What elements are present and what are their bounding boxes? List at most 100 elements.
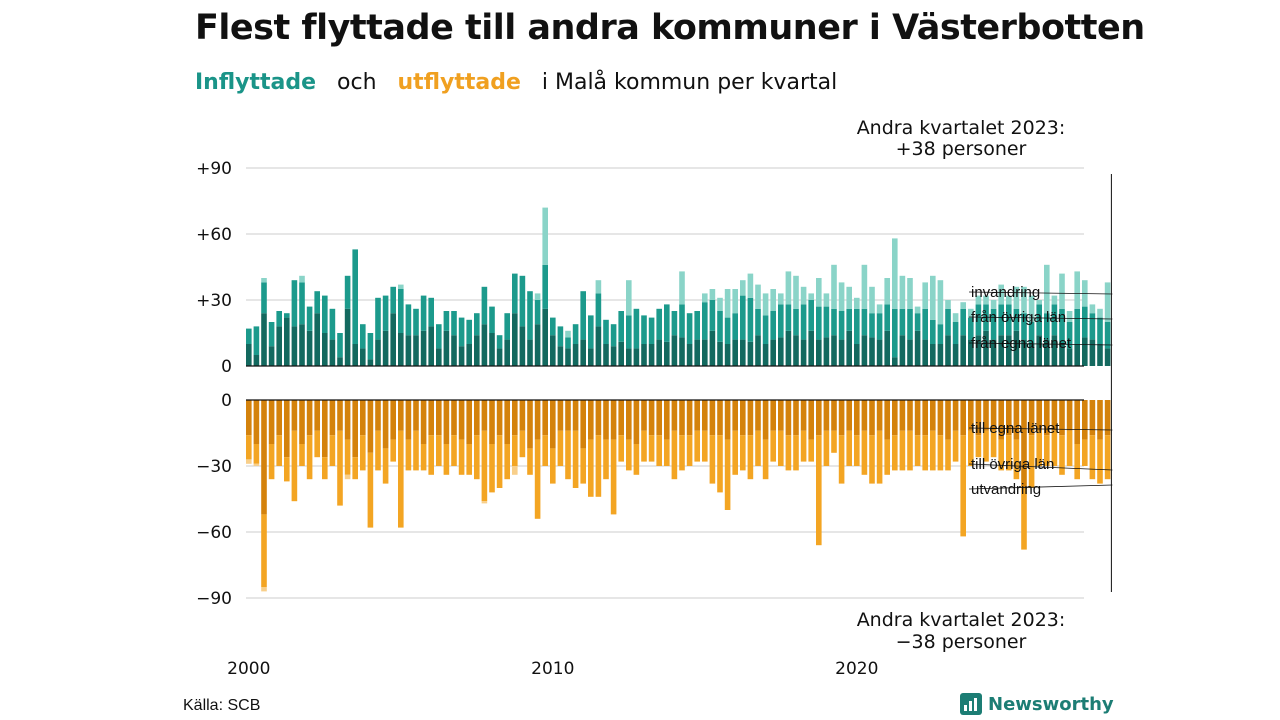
bar-in-segment (846, 286, 852, 309)
bar-in-segment (466, 319, 472, 344)
bar-out-segment (534, 439, 541, 519)
bar-in-segment (937, 324, 944, 344)
grid-layer (246, 167, 1084, 599)
bar-out-segment (322, 400, 328, 458)
bar-in-segment (1066, 311, 1073, 322)
bar-out-segment (717, 400, 723, 436)
bar-in-segment (823, 293, 830, 307)
bar-in-segment (398, 289, 404, 333)
bar-in-segment (762, 344, 769, 366)
axes-layer: +90 +60 +30 0 0 −30 −60 −90 2000 2010 2020 (196, 159, 1112, 679)
bar-out-segment (892, 435, 898, 471)
y-tick-bottom: −30 (196, 457, 232, 477)
bar-in-segment (534, 324, 541, 366)
subtitle-utflyttade: utflyttade (397, 70, 521, 95)
bar-in-segment (922, 282, 928, 309)
bar-in-segment (572, 324, 579, 344)
bar-in-segment (694, 311, 700, 340)
bar-out-segment (299, 400, 305, 444)
bar-out-segment (914, 435, 921, 466)
bar-out-segment (770, 400, 776, 431)
y-tick-top: +60 (196, 225, 232, 245)
bar-out-segment (1051, 430, 1058, 466)
bar-out-segment (778, 400, 784, 431)
bar-in-segment (458, 317, 465, 347)
bar-in-segment (1097, 344, 1103, 366)
bar-in-segment (1082, 337, 1088, 366)
bar-in-segment (793, 308, 799, 336)
bar-out-segment (1028, 400, 1035, 436)
bar-in-segment (937, 280, 944, 325)
bar-in-segment (1097, 317, 1103, 344)
bar-in-segment (846, 330, 852, 366)
bar-out-segment (762, 400, 769, 440)
bar-out-segment (641, 430, 647, 462)
bar-out-segment (603, 439, 609, 480)
bar-out-segment (732, 400, 738, 431)
bar-out-segment (664, 439, 670, 466)
bar-out-segment (641, 400, 647, 431)
migration-chart: +90 +60 +30 0 0 −30 −60 −90 2000 2010 2020 Andra k… (196, 117, 1113, 679)
bar-out-segment (352, 457, 358, 480)
bar-out-segment (998, 400, 1004, 440)
bar-out-segment (610, 400, 617, 440)
bar-out-segment (504, 400, 510, 444)
bar-in-segment (1074, 344, 1080, 366)
bar-out-segment (831, 430, 837, 453)
bar-in-segment (892, 357, 898, 366)
bar-out-segment (557, 430, 564, 466)
bar-out-segment (565, 400, 571, 431)
bar-in-segment (762, 315, 769, 344)
bar-out-segment (580, 400, 586, 449)
bar-out-segment (907, 400, 913, 431)
bar-in-segment (542, 308, 548, 366)
bar-in-segment (626, 348, 632, 366)
bar-in-segment (527, 291, 533, 340)
bar-out-segment (299, 444, 305, 466)
bar-out-segment (1074, 444, 1080, 480)
bar-out-segment (246, 459, 252, 464)
bar-in-segment (831, 264, 837, 309)
bar-in-segment (899, 335, 906, 366)
bar-in-segment (322, 333, 328, 366)
bar-in-segment (466, 344, 472, 366)
bar-out-segment (1082, 400, 1088, 440)
bar-out-segment (405, 400, 412, 440)
bar-in-segment (945, 300, 951, 309)
bar-out-segment (451, 435, 457, 466)
bar-in-segment (990, 300, 997, 309)
bar-in-segment (686, 344, 693, 366)
bar-in-segment (299, 275, 305, 283)
bar-in-segment (762, 293, 769, 316)
bar-out-segment (451, 400, 457, 436)
brand-logo[interactable]: Newsworthy (960, 693, 1114, 715)
bar-in-segment (724, 289, 731, 318)
bar-out-segment (314, 430, 320, 458)
bar-out-segment (922, 400, 928, 436)
bar-out-segment (253, 463, 260, 466)
bar-out-segment (291, 400, 298, 431)
bar-in-segment (512, 313, 518, 366)
bar-out-segment (1104, 435, 1111, 480)
bar-out-segment (876, 430, 883, 484)
bar-in-segment (451, 335, 457, 366)
bar-in-segment (1051, 335, 1058, 366)
bar-in-segment (405, 335, 412, 366)
bar-in-segment (451, 311, 457, 336)
bar-out-segment (732, 430, 738, 475)
bar-out-segment (686, 435, 693, 466)
bar-out-segment (1089, 435, 1096, 480)
bar-in-segment (299, 282, 305, 325)
bar-out-segment (861, 430, 868, 475)
bar-out-segment (253, 400, 260, 444)
bar-out-segment (466, 444, 472, 475)
bar-in-segment (930, 275, 936, 320)
bar-in-segment (747, 297, 754, 342)
y-tick-top: 0 (221, 357, 232, 377)
bar-in-segment (1028, 344, 1035, 366)
bar-in-segment (458, 346, 465, 366)
bar-out-segment (747, 435, 754, 480)
bar-in-segment (276, 311, 282, 327)
bar-in-segment (1044, 339, 1050, 366)
y-tick-bottom: 0 (221, 391, 232, 411)
